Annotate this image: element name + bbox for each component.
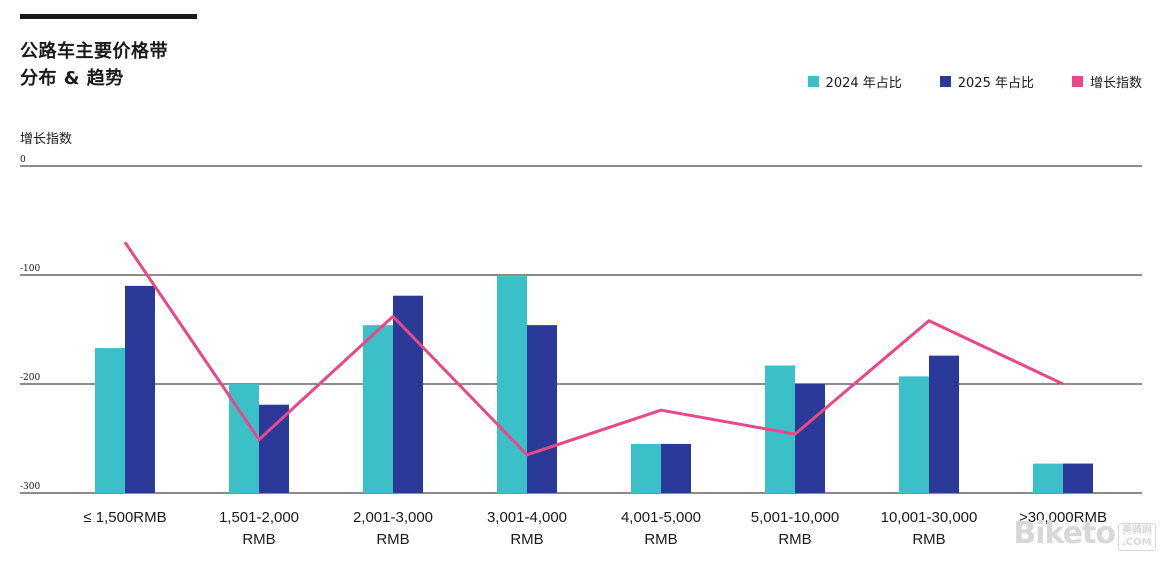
legend-item-2024: 2024 年占比 bbox=[807, 72, 902, 91]
legend: 2024 年占比 2025 年占比 增长指数 bbox=[807, 72, 1142, 91]
watermark-cn: 美骑网 bbox=[1122, 525, 1152, 536]
bar-2024 bbox=[363, 325, 393, 493]
y-tick-label: 0 bbox=[20, 155, 26, 165]
x-tick-label: RMB bbox=[778, 531, 811, 548]
top-rule bbox=[20, 14, 197, 19]
bar-2024 bbox=[497, 276, 527, 493]
bar-2024 bbox=[95, 348, 125, 493]
x-tick-label: 5,001-10,000 bbox=[751, 509, 839, 526]
legend-label-2024: 2024 年占比 bbox=[825, 76, 902, 91]
title-line-2: 分布 & 趋势 bbox=[20, 68, 124, 89]
x-tick-label: RMB bbox=[376, 531, 409, 548]
watermark-domain: .COM bbox=[1122, 537, 1152, 548]
legend-label-2025: 2025 年占比 bbox=[957, 76, 1034, 91]
x-tick-label: 10,001-30,000 bbox=[881, 509, 978, 526]
bar-2025 bbox=[929, 355, 959, 493]
legend-swatch-2025 bbox=[939, 76, 951, 87]
series-line-growth bbox=[123, 241, 1064, 457]
bar-2024 bbox=[1033, 463, 1063, 493]
bar-2025 bbox=[393, 295, 423, 493]
x-tick-label: ≤ 1,500RMB bbox=[83, 509, 166, 526]
legend-swatch-growth bbox=[1071, 76, 1083, 87]
bar-2025 bbox=[125, 285, 155, 493]
x-tick-label: 2,001-3,000 bbox=[353, 509, 433, 526]
bar-2025 bbox=[661, 443, 691, 493]
title-line-1: 公路车主要价格带 bbox=[20, 41, 168, 62]
bar-2025 bbox=[527, 325, 557, 493]
x-tick-label: RMB bbox=[912, 531, 945, 548]
x-tick-label: >30,000RMB bbox=[1019, 509, 1107, 526]
x-tick-label: 4,001-5,000 bbox=[621, 509, 701, 526]
watermark-brand: Biketo bbox=[1013, 516, 1116, 551]
y-tick-label: -200 bbox=[20, 373, 40, 383]
x-tick-label: 1,501-2,000 bbox=[219, 509, 299, 526]
x-tick-label: 3,001-4,000 bbox=[487, 509, 567, 526]
y-tick-label: -300 bbox=[20, 482, 40, 492]
chart-title: 公路车主要价格带 分布 & 趋势 bbox=[20, 38, 168, 92]
bar-2024 bbox=[631, 443, 661, 493]
legend-item-growth: 增长指数 bbox=[1071, 72, 1142, 91]
x-tick-label: RMB bbox=[510, 531, 543, 548]
bar-2025 bbox=[1063, 463, 1093, 493]
watermark-logo: Biketo 美骑网 .COM bbox=[1013, 516, 1156, 551]
y-axis-label: 增长指数 bbox=[20, 132, 73, 147]
legend-label-growth: 增长指数 bbox=[1089, 76, 1142, 91]
bar-2025 bbox=[795, 384, 825, 493]
x-tick-label: RMB bbox=[242, 531, 275, 548]
x-tick-label: RMB bbox=[644, 531, 677, 548]
legend-item-2025: 2025 年占比 bbox=[939, 72, 1034, 91]
legend-swatch-2024 bbox=[807, 76, 819, 87]
bar-2025 bbox=[259, 404, 289, 493]
watermark-sub: 美骑网 .COM bbox=[1118, 523, 1156, 551]
bar-2024 bbox=[899, 376, 929, 493]
y-tick-label: -100 bbox=[20, 264, 40, 274]
